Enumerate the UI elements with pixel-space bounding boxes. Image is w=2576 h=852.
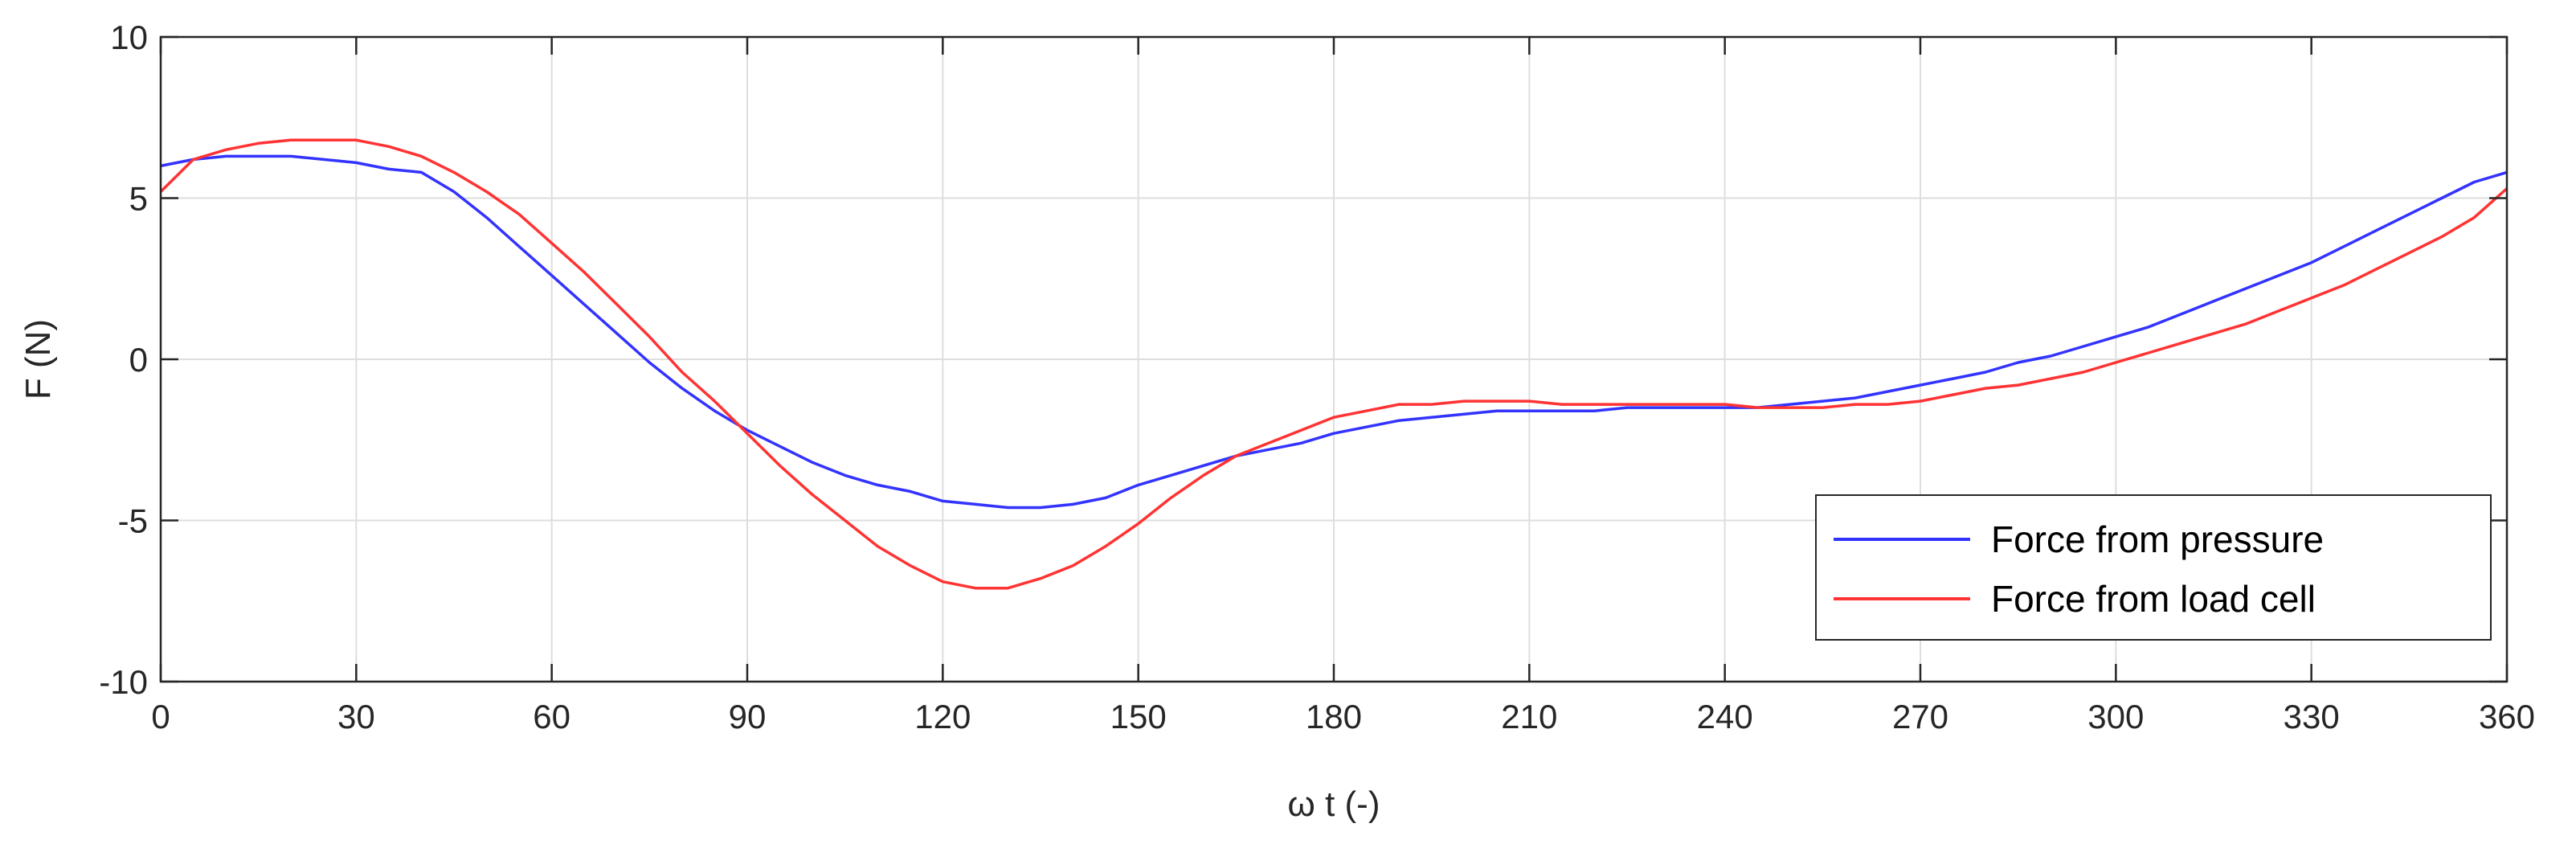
x-tick-label: 30: [337, 698, 375, 735]
y-tick-labels: -10 -5 0 5 10: [99, 18, 148, 701]
legend-box: [1815, 494, 2492, 641]
y-tick-label: 0: [129, 341, 148, 379]
series-layer: [159, 138, 2509, 590]
x-tick-label: 300: [2087, 698, 2144, 735]
series-line-force-from-pressure: [160, 154, 2508, 510]
y-tick-label: -10: [99, 663, 148, 701]
y-axis-label: F (N): [18, 319, 58, 399]
x-tick-label: 360: [2479, 698, 2535, 735]
x-tick-label: 330: [2284, 698, 2340, 735]
ticks: [159, 35, 2509, 683]
legend-label-force-from-pressure: Force from pressure: [1991, 518, 2324, 560]
y-tick-label: -5: [118, 502, 148, 540]
x-tick-label: 60: [533, 698, 570, 735]
x-tick-label: 0: [151, 698, 170, 735]
x-tick-label: 180: [1306, 698, 1362, 735]
series-line-force-from-load-cell: [159, 138, 2509, 590]
x-tick-label: 150: [1110, 698, 1167, 735]
x-tick-labels: 0 30 60 90 120 150 180 210 240 270 300 330 360: [151, 698, 2535, 735]
x-tick-label: 90: [729, 698, 767, 735]
x-tick-label: 120: [914, 698, 971, 735]
legend: Force from pressure Force from load cell: [1815, 494, 2492, 641]
x-tick-label: 270: [1892, 698, 1948, 735]
x-tick-label: 240: [1697, 698, 1753, 735]
y-tick-label: 10: [110, 18, 148, 56]
legend-label-force-from-load-cell: Force from load cell: [1991, 578, 2316, 620]
x-tick-label: 210: [1501, 698, 1557, 735]
x-axis-label: ω t (-): [1288, 784, 1380, 824]
y-tick-label: 5: [129, 180, 148, 218]
